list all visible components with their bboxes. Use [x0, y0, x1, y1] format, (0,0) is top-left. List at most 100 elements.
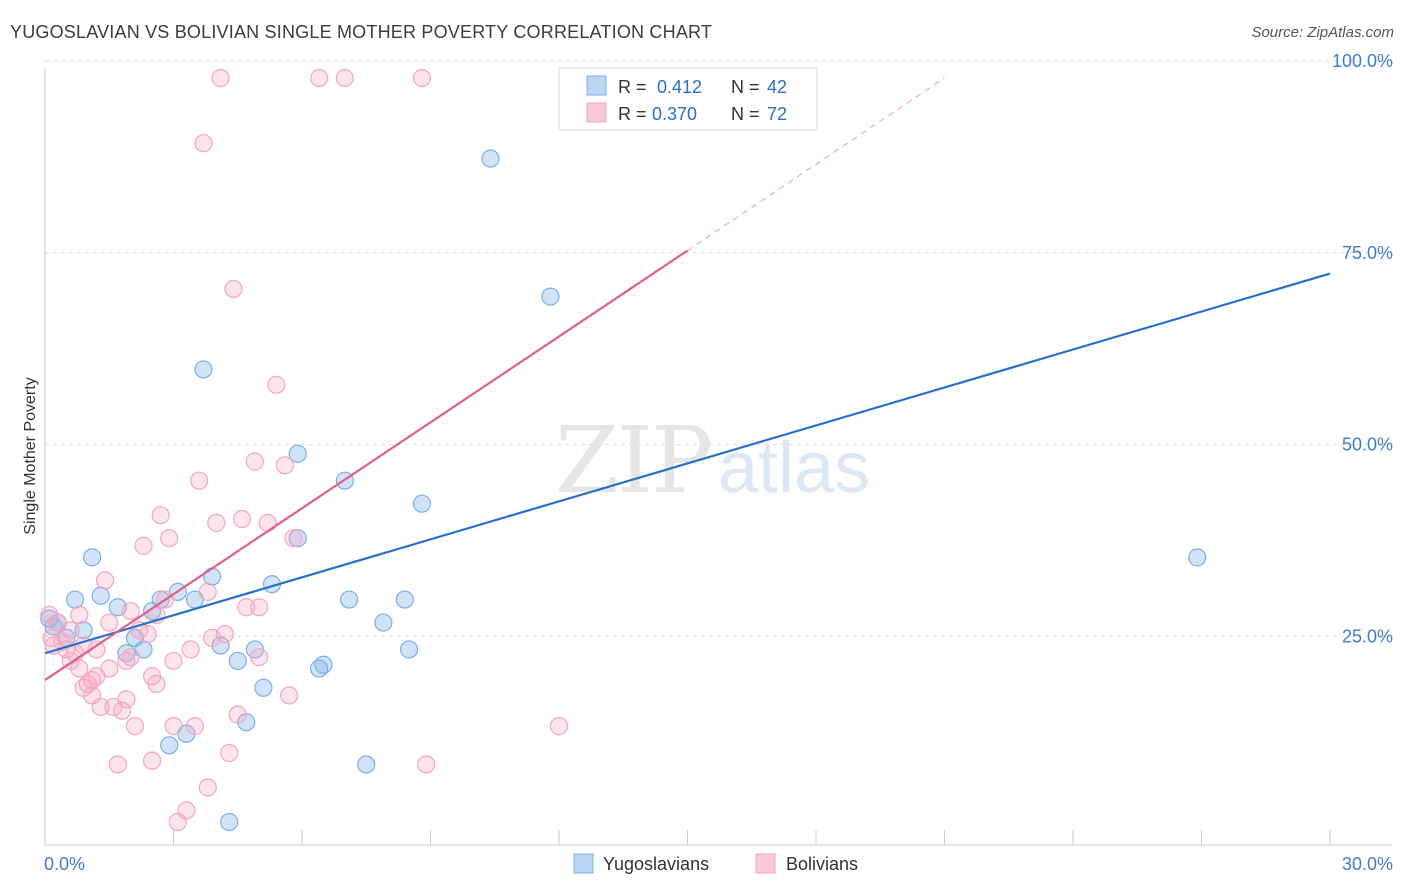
bolivians-point — [108, 755, 127, 774]
legend-yugoslavians-label[interactable]: Yugoslavians — [603, 854, 709, 874]
bolivians-point — [215, 624, 234, 644]
yugoslavians-point — [83, 548, 102, 567]
legend-bolivians-label[interactable]: Bolivians — [786, 854, 858, 874]
bolivians-point — [207, 513, 226, 532]
gridlines — [45, 60, 1392, 637]
y-tick-labels: 25.0% 50.0% 75.0% 100.0% — [1332, 51, 1393, 646]
bolivians-point — [275, 456, 294, 475]
legend-stats-yugo-r-label: R = — [618, 77, 647, 97]
bolivians-point — [125, 717, 145, 736]
bolivians-point — [194, 134, 213, 153]
legend-bolivians-swatch[interactable] — [755, 853, 776, 874]
bolivians-point — [310, 68, 329, 88]
yugoslavians-point — [202, 567, 222, 586]
yugoslavians-point — [228, 651, 247, 671]
bolivians-point — [121, 601, 140, 621]
bolivians-point — [211, 68, 230, 88]
yugoslavians-point — [91, 586, 110, 605]
watermark-atlas: atlas — [718, 428, 870, 508]
bolivians-point — [237, 598, 256, 617]
bolivians-point — [147, 674, 166, 694]
legend-yugoslavians-swatch[interactable] — [573, 853, 594, 874]
bolivians-point — [117, 690, 136, 709]
bolivians-trend-line — [44, 249, 689, 682]
legend-stats-boli-r-label: R = — [618, 104, 647, 124]
axes — [44, 68, 1392, 846]
bolivians-point — [61, 621, 80, 640]
bolivians-point — [164, 717, 183, 736]
bolivians-point — [134, 536, 153, 555]
trend-lines — [44, 77, 1331, 682]
bolivians-point — [121, 647, 140, 667]
x-tick-label-start: 0.0% — [44, 854, 85, 874]
chart-title: YUGOSLAVIAN VS BOLIVIAN SINGLE MOTHER PO… — [10, 22, 713, 42]
yugoslavians-point — [160, 736, 179, 755]
legend-stats-yugo-r-value: 0.412 — [657, 77, 702, 97]
yugoslavians-point — [399, 640, 419, 659]
x-tick-labels: 0.0% 30.0% — [44, 854, 1393, 874]
bolivians-point — [95, 571, 115, 590]
bolivians-point — [160, 529, 179, 548]
bolivians-point — [232, 509, 252, 529]
legend-stats-yugo-n-value: 42 — [767, 77, 787, 97]
bolivians-point — [112, 701, 132, 720]
yugoslavians-point — [194, 360, 213, 379]
yugoslavians-point — [314, 655, 333, 674]
yugoslavians-point — [374, 613, 393, 632]
bolivians-point — [83, 686, 102, 705]
bolivians-point — [549, 717, 569, 736]
yugoslavians-trend-line — [44, 272, 1331, 655]
legend-stats-yugo-n-label: N = — [731, 77, 760, 97]
bolivians-point — [164, 651, 183, 671]
y-tick-label: 100.0% — [1332, 51, 1393, 71]
legend-stats-boli-r-value: 0.370 — [652, 104, 697, 124]
bolivians-point — [151, 506, 170, 525]
bolivians-point — [181, 640, 200, 659]
x-tick-label-end: 30.0% — [1342, 854, 1393, 874]
bolivians-point — [250, 598, 269, 617]
legend-stats-bolivians-swatch — [586, 102, 607, 123]
bolivians-point — [250, 647, 269, 667]
yugoslavians-point — [481, 149, 500, 168]
legend-stats: R = 0.412 N = 42 R = 0.370 N = 72 — [558, 67, 818, 131]
bolivians-point — [220, 743, 239, 763]
bolivians-point — [412, 68, 432, 88]
watermark: ZIP atlas — [555, 407, 870, 514]
bolivians-point — [245, 452, 264, 471]
bolivians-point — [142, 751, 162, 770]
bolivians-point — [224, 279, 243, 299]
source-label: Source: ZipAtlas.com — [1251, 24, 1394, 41]
bolivians-point — [87, 640, 106, 659]
yugoslavians-point — [395, 590, 414, 609]
yugoslavians-point — [220, 812, 239, 832]
series-bolivians-points — [40, 68, 569, 832]
bolivians-point — [258, 513, 277, 532]
legend-stats-boli-n-value: 72 — [767, 104, 787, 124]
bolivians-point — [280, 686, 299, 705]
yugoslavians-point — [340, 590, 359, 609]
yugoslavians-point — [412, 494, 432, 513]
watermark-zip: ZIP — [555, 407, 711, 514]
bolivians-point — [87, 667, 106, 686]
legend-stats-yugoslavians-swatch — [586, 75, 607, 96]
bolivians-point — [335, 68, 354, 88]
yugoslavians-point — [357, 755, 376, 774]
y-tick-label: 50.0% — [1342, 435, 1393, 455]
bolivians-point — [190, 471, 209, 490]
bolivians-point — [185, 717, 205, 736]
bolivians-point — [138, 624, 157, 644]
yugoslavians-point — [254, 678, 273, 697]
yugoslavians-point — [288, 529, 307, 548]
bolivians-point — [198, 582, 217, 601]
yugoslavians-point — [541, 287, 560, 306]
legend-stats-boli-n-label: N = — [731, 104, 760, 124]
bolivians-trend-extension — [687, 77, 945, 252]
bolivians-point — [267, 375, 286, 394]
y-tick-label: 25.0% — [1342, 626, 1393, 646]
bolivians-point — [177, 801, 196, 820]
bolivians-point — [70, 605, 89, 625]
bolivians-point — [198, 778, 217, 797]
y-tick-label: 75.0% — [1342, 243, 1393, 263]
yugoslavians-point — [65, 590, 85, 609]
